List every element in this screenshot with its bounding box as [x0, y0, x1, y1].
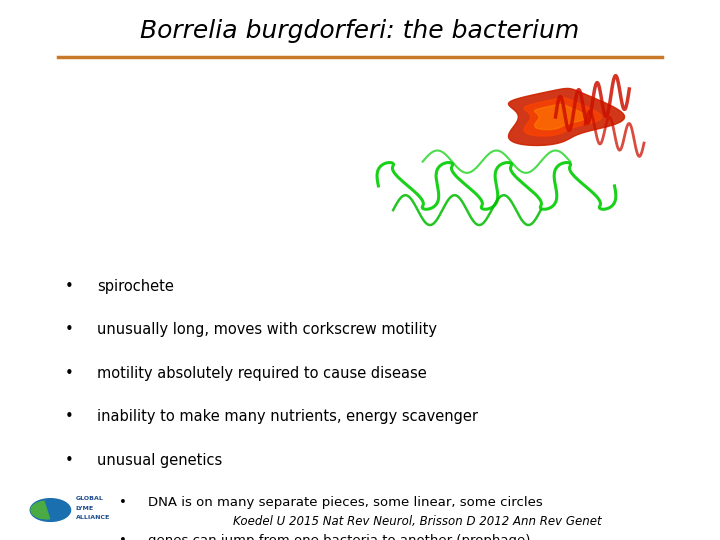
Text: motility absolutely required to cause disease: motility absolutely required to cause di…	[97, 366, 427, 381]
Text: •: •	[119, 496, 127, 509]
Circle shape	[30, 499, 71, 522]
Text: •: •	[65, 366, 73, 381]
Text: Borrelia burgdorferi: the bacterium: Borrelia burgdorferi: the bacterium	[140, 19, 580, 43]
Text: GLOBAL: GLOBAL	[76, 496, 104, 501]
Polygon shape	[524, 98, 601, 136]
Wedge shape	[31, 501, 50, 519]
Text: spirochete: spirochete	[97, 279, 174, 294]
Text: unusual genetics: unusual genetics	[97, 453, 222, 468]
Text: •: •	[65, 453, 73, 468]
Text: •: •	[65, 279, 73, 294]
Text: DNA is on many separate pieces, some linear, some circles: DNA is on many separate pieces, some lin…	[148, 496, 542, 509]
Polygon shape	[534, 104, 586, 130]
Text: inability to make many nutrients, energy scavenger: inability to make many nutrients, energy…	[97, 409, 478, 424]
Text: •: •	[65, 322, 73, 338]
Polygon shape	[508, 89, 624, 145]
Text: ALLIANCE: ALLIANCE	[76, 515, 110, 520]
Text: unusually long, moves with corkscrew motility: unusually long, moves with corkscrew mot…	[97, 322, 437, 338]
Text: •: •	[65, 409, 73, 424]
Text: c: c	[73, 72, 80, 85]
Text: genes can jump from one bacteria to another (prophage): genes can jump from one bacteria to anot…	[148, 535, 530, 540]
Text: d: d	[375, 72, 384, 85]
Text: LYME: LYME	[76, 505, 94, 510]
Text: •: •	[119, 535, 127, 540]
Text: Koedel U 2015 Nat Rev Neurol, Brisson D 2012 Ann Rev Genet: Koedel U 2015 Nat Rev Neurol, Brisson D …	[233, 515, 602, 528]
